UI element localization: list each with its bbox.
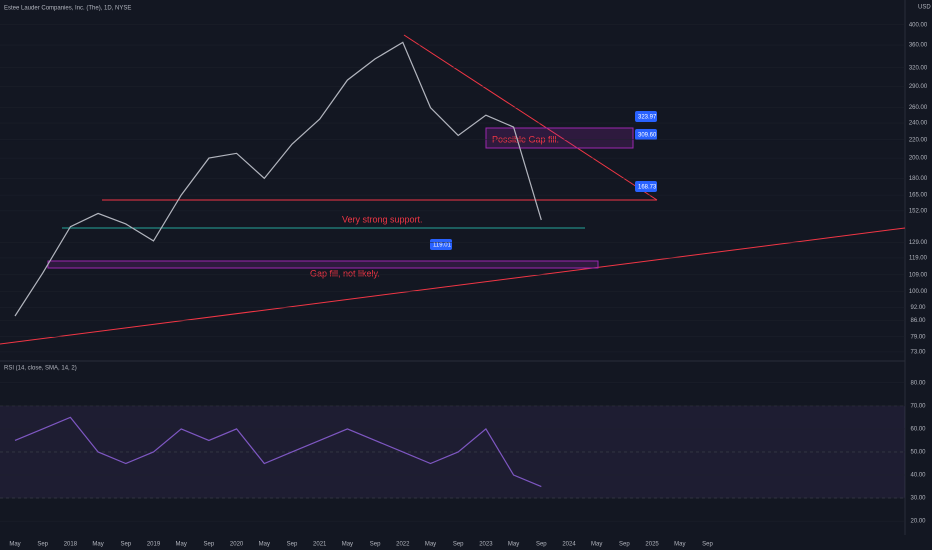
x-tick-label: 2021: [313, 542, 327, 548]
y-tick-label: 100.00: [909, 289, 928, 295]
y-tick-label: 40.00: [910, 473, 926, 479]
x-tick-label: 2022: [396, 542, 410, 548]
x-tick-label: 2020: [230, 542, 244, 548]
x-tick-label: May: [92, 542, 103, 548]
y-tick-label: 92.00: [910, 305, 926, 311]
y-tick-label: 240.00: [909, 121, 928, 127]
x-tick-label: May: [342, 542, 353, 548]
x-tick-label: Sep: [619, 542, 630, 548]
x-tick-label: 2025: [645, 542, 659, 548]
annotation: Possible Gap fill.: [492, 134, 559, 144]
y-tick-label: 320.00: [909, 65, 928, 71]
price-tag-text: 309.60: [638, 133, 657, 139]
x-tick-label: May: [508, 542, 519, 548]
y-tick-label: 60.00: [910, 426, 926, 432]
y-tick-label: 119.00: [909, 256, 928, 262]
x-tick-label: Sep: [536, 542, 547, 548]
y-tick-label: 220.00: [909, 137, 928, 143]
x-tick-label: May: [425, 542, 436, 548]
series-line: [14, 416, 542, 488]
y-tick-label: 260.00: [909, 105, 928, 111]
price-tag: [635, 181, 657, 192]
annotation: Very strong support.: [342, 214, 423, 224]
x-tick-label: May: [259, 542, 270, 548]
y-tick-label: 180.00: [909, 176, 928, 182]
y-tick-label: 73.00: [910, 350, 926, 356]
x-tick-label: Sep: [287, 542, 298, 548]
price-tag-text: 119.01: [433, 243, 452, 249]
gap-box: [485, 127, 634, 149]
x-tick-label: Sep: [453, 542, 464, 548]
price-tag: [635, 129, 657, 140]
y-tick-label: 152.00: [909, 208, 928, 214]
y-tick-label: 290.00: [909, 84, 928, 90]
x-tick-label: 2024: [562, 542, 576, 548]
y-tick-label: 80.00: [910, 380, 926, 386]
x-tick-label: Sep: [702, 542, 713, 548]
rsi-title: RSI (14, close, SMA, 14, 2): [4, 366, 77, 372]
y-tick-label: 50.00: [910, 450, 926, 456]
series-line: [14, 41, 542, 317]
trendline: [403, 34, 658, 201]
y-tick-label: 79.00: [910, 334, 926, 340]
x-tick-label: 2018: [64, 542, 78, 548]
y-tick-label: 200.00: [909, 156, 928, 162]
x-tick-label: 2019: [147, 542, 161, 548]
gap-box: [47, 260, 599, 269]
y-tick-label: 109.00: [909, 272, 928, 278]
y-tick-label: 129.00: [909, 240, 928, 246]
y-tick-label: 165.00: [909, 193, 928, 199]
trendline: [0, 227, 906, 345]
price-tag-text: 323.97: [638, 115, 657, 121]
x-tick-label: May: [674, 542, 685, 548]
currency: USD: [918, 5, 931, 11]
price-tag-text: 168.73: [638, 185, 657, 191]
y-tick-label: 30.00: [910, 496, 926, 502]
x-tick-label: May: [591, 542, 602, 548]
x-tick-label: May: [176, 542, 187, 548]
y-tick-label: 70.00: [910, 403, 926, 409]
annotation: Gap fill, not likely.: [310, 268, 380, 278]
x-tick-label: Sep: [370, 542, 381, 548]
x-tick-label: May: [9, 542, 20, 548]
x-tick-label: 2023: [479, 542, 493, 548]
price-tag: [430, 239, 452, 250]
y-tick-label: 400.00: [909, 22, 928, 28]
price-tag: [635, 111, 657, 122]
x-tick-label: Sep: [120, 542, 131, 548]
x-tick-label: Sep: [37, 542, 48, 548]
y-tick-label: 360.00: [909, 43, 928, 49]
chart-title: Estee Lauder Companies, Inc. (The), 1D, …: [4, 6, 131, 12]
y-tick-label: 86.00: [910, 318, 926, 324]
x-tick-label: Sep: [204, 542, 215, 548]
y-tick-label: 20.00: [910, 519, 926, 525]
